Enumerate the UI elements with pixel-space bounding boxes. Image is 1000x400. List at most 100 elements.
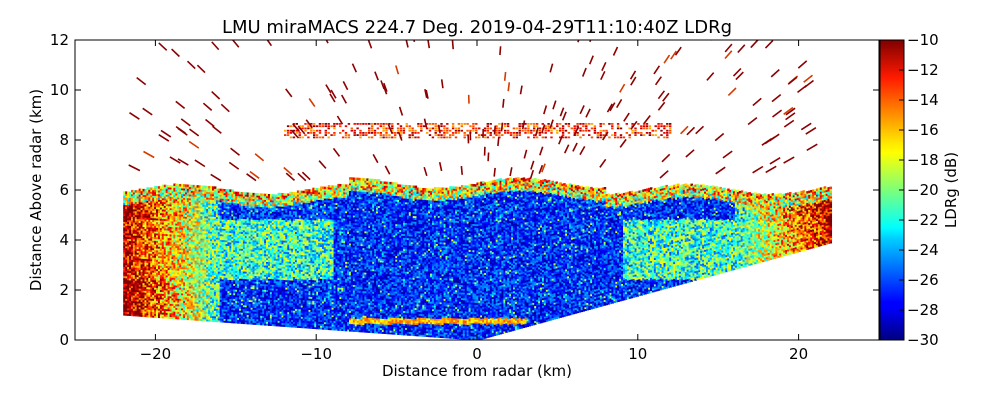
heatmap-cell bbox=[163, 291, 167, 295]
heatmap-cell bbox=[171, 213, 175, 216]
heatmap-cell bbox=[192, 265, 196, 268]
heatmap-cell bbox=[154, 281, 157, 285]
heatmap-cell bbox=[131, 264, 134, 268]
heatmap-cell bbox=[123, 258, 126, 262]
heatmap-cell bbox=[142, 202, 146, 205]
heatmap-cell bbox=[165, 312, 169, 315]
heatmap-cell bbox=[188, 280, 192, 283]
heatmap-cell bbox=[213, 255, 217, 259]
heatmap-cell bbox=[132, 218, 136, 221]
heatmap-cell bbox=[165, 306, 169, 310]
heatmap-cell bbox=[188, 261, 192, 264]
heatmap-cell bbox=[210, 229, 213, 232]
heatmap-cell bbox=[198, 299, 202, 303]
heatmap-cell bbox=[190, 308, 194, 311]
heatmap-cell bbox=[190, 282, 194, 285]
heatmap-cell bbox=[140, 295, 144, 299]
heatmap-cell bbox=[192, 186, 196, 190]
heatmap-cell bbox=[132, 253, 136, 257]
heatmap-cell bbox=[212, 212, 215, 215]
heatmap-cell bbox=[158, 235, 161, 238]
heatmap-cell bbox=[138, 258, 142, 261]
heatmap-cell bbox=[200, 301, 203, 305]
heatmap-cell bbox=[161, 280, 165, 283]
heatmap-cell bbox=[154, 259, 157, 262]
heatmap-cell bbox=[167, 284, 171, 287]
heatmap-cell bbox=[138, 241, 142, 244]
heatmap-cell bbox=[154, 290, 157, 294]
heatmap-cell bbox=[177, 264, 180, 267]
heatmap-cell bbox=[185, 281, 188, 285]
heatmap-cell bbox=[154, 255, 157, 258]
heatmap-cell bbox=[125, 202, 128, 206]
heatmap-cell bbox=[125, 234, 128, 237]
heatmap-cell bbox=[131, 231, 134, 234]
heatmap-cell bbox=[192, 316, 196, 319]
heatmap-cell bbox=[167, 312, 171, 315]
heatmap-cell bbox=[173, 232, 176, 235]
heatmap-cell bbox=[175, 262, 178, 265]
heatmap-cell bbox=[194, 273, 198, 276]
heatmap-cell bbox=[208, 251, 211, 255]
heatmap-cell bbox=[177, 228, 180, 232]
heatmap-cell bbox=[165, 246, 169, 250]
heatmap-cell bbox=[163, 186, 167, 190]
heatmap-cell bbox=[194, 265, 198, 269]
heatmap-cell bbox=[152, 225, 155, 228]
heatmap-cell bbox=[150, 298, 153, 301]
heatmap-cell bbox=[188, 315, 192, 319]
heatmap-cell bbox=[123, 225, 126, 228]
heatmap-cell bbox=[188, 302, 192, 306]
heatmap-cell bbox=[159, 293, 163, 296]
heatmap-cell bbox=[186, 250, 190, 253]
heatmap-cell bbox=[158, 214, 161, 217]
heatmap-cell bbox=[179, 257, 182, 260]
heatmap-cell bbox=[173, 230, 176, 233]
heatmap-cell bbox=[204, 260, 207, 264]
heatmap-cell bbox=[204, 208, 207, 211]
heatmap-cell bbox=[154, 268, 157, 271]
heatmap-cell bbox=[134, 265, 138, 268]
heatmap-cell bbox=[210, 219, 213, 223]
heatmap-cell bbox=[212, 227, 215, 230]
heatmap-cell bbox=[161, 299, 165, 302]
heatmap-cell bbox=[210, 268, 213, 272]
heatmap-cell bbox=[219, 263, 223, 267]
heatmap-cell bbox=[185, 231, 188, 234]
heatmap-cell bbox=[173, 226, 176, 230]
heatmap-cell bbox=[212, 272, 215, 275]
heatmap-cell bbox=[213, 317, 217, 321]
heatmap-cell bbox=[169, 217, 173, 220]
heatmap-cell bbox=[159, 192, 163, 195]
heatmap-cell bbox=[190, 259, 194, 263]
heatmap-cell bbox=[159, 218, 163, 221]
heatmap-cell bbox=[161, 254, 165, 257]
heatmap-cell bbox=[123, 275, 126, 279]
heatmap-cell bbox=[200, 228, 203, 232]
heatmap-cell bbox=[179, 298, 182, 301]
heatmap-cell bbox=[150, 290, 153, 294]
heatmap-cell bbox=[202, 228, 205, 232]
heatmap-cell bbox=[190, 218, 194, 221]
heatmap-cell bbox=[158, 188, 161, 191]
heatmap-cell bbox=[123, 296, 126, 299]
heatmap-cell bbox=[217, 192, 221, 195]
heatmap-cell bbox=[194, 230, 198, 233]
heatmap-cell bbox=[136, 256, 140, 259]
heatmap-cell bbox=[210, 259, 213, 262]
heatmap-cell bbox=[156, 244, 159, 247]
heatmap-cell bbox=[127, 313, 130, 316]
heatmap-cell bbox=[217, 312, 221, 315]
heatmap-cell bbox=[171, 294, 175, 297]
heatmap-cell bbox=[123, 204, 126, 207]
heatmap-cell bbox=[196, 286, 200, 289]
heatmap-cell bbox=[131, 197, 134, 200]
heatmap-cell bbox=[150, 253, 153, 256]
heatmap-cell bbox=[158, 300, 161, 304]
heatmap-cell bbox=[163, 227, 167, 231]
heatmap-cell bbox=[177, 240, 180, 243]
heatmap-cell bbox=[142, 232, 146, 235]
heatmap-cell bbox=[200, 311, 203, 314]
heatmap-cell bbox=[123, 279, 126, 282]
heatmap-cell bbox=[127, 212, 130, 215]
